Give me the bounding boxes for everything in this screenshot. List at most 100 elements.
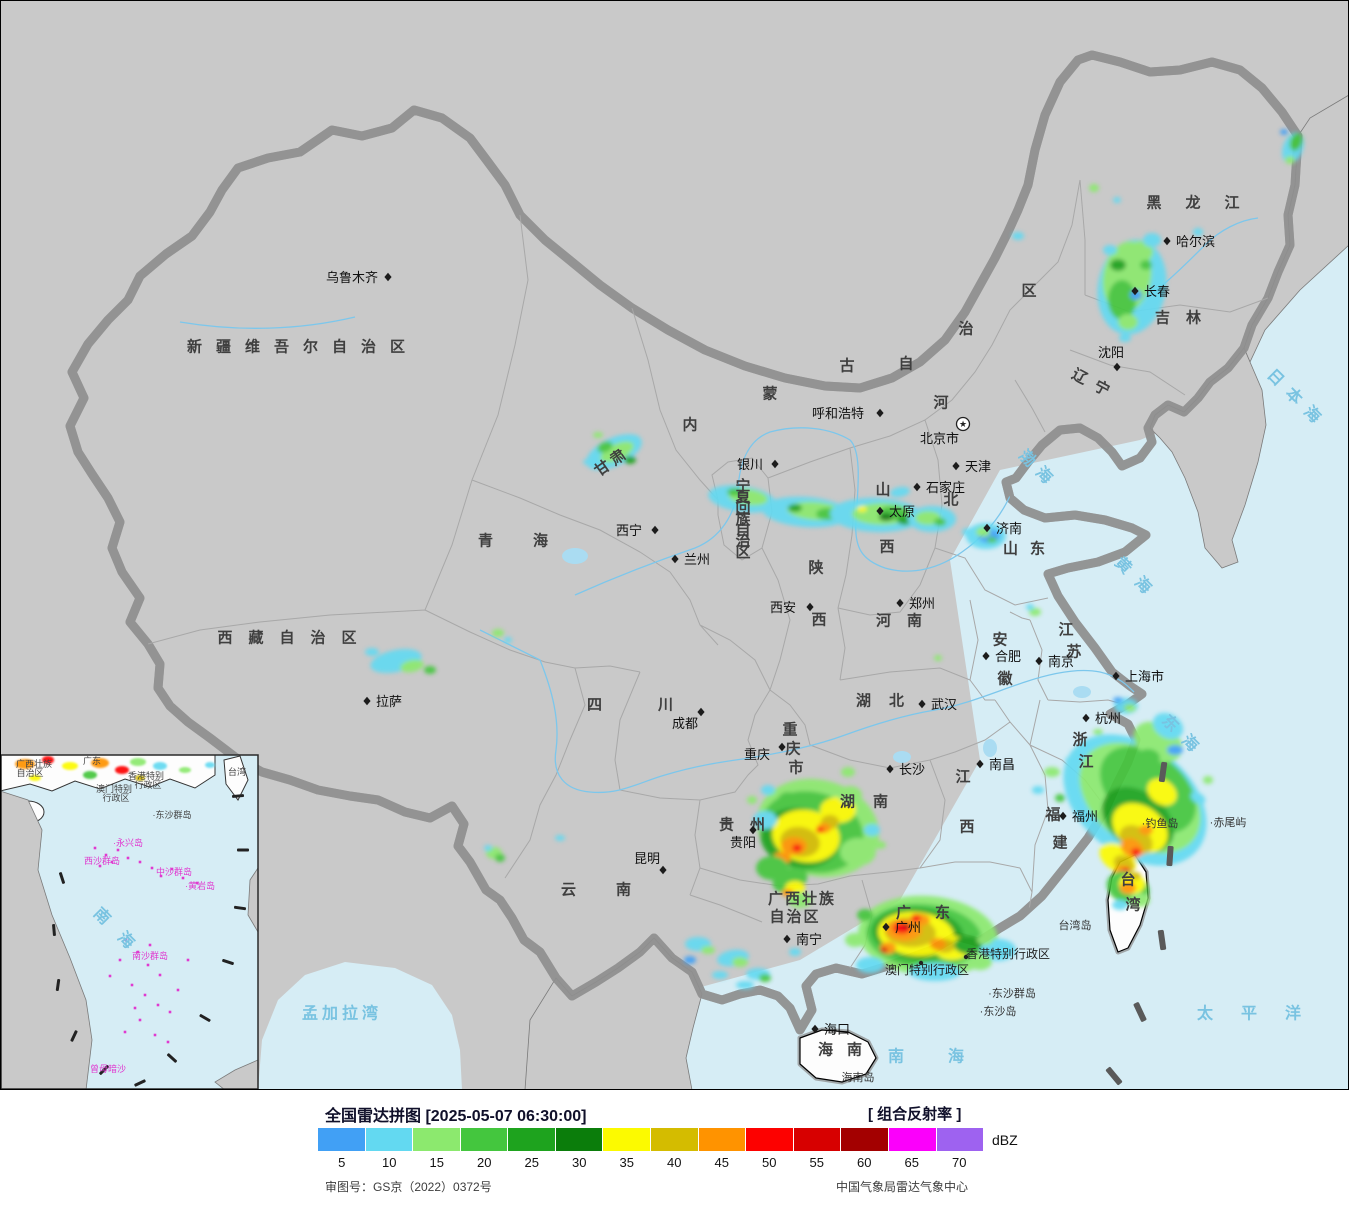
legend-value-50: 50 xyxy=(762,1155,777,1170)
inset-dash-segment xyxy=(99,1065,109,1075)
city-marker-乌鲁木齐 xyxy=(384,272,392,282)
map-label-江: 江 xyxy=(1078,753,1093,771)
legend-value-60: 60 xyxy=(857,1155,872,1170)
map-label-黄岩岛: ·黄岩岛 xyxy=(185,880,215,891)
legend-value-40: 40 xyxy=(667,1155,682,1170)
sar-location-dot xyxy=(918,960,924,966)
city-label-福州: 福州 xyxy=(1072,809,1098,824)
radar-echo-20dbz xyxy=(597,441,613,453)
reef-dot xyxy=(186,958,190,962)
radar-echo-20dbz xyxy=(495,854,505,862)
city-marker-太原 xyxy=(876,506,884,516)
map-label-南海: 南海 xyxy=(888,1047,1008,1066)
radar-echo-10dbz xyxy=(1152,712,1184,740)
reef-dot xyxy=(98,864,102,868)
city-marker-沈阳 xyxy=(1113,362,1121,372)
radar-echo-30dbz xyxy=(879,513,893,521)
radar-echo-layer xyxy=(365,129,1304,989)
radar-echo-25dbz xyxy=(1110,259,1126,271)
map-label-台: 台 xyxy=(1120,871,1135,889)
city-label-南京: 南京 xyxy=(1048,654,1074,669)
map-label-湖南: 湖南 xyxy=(840,793,906,811)
legend-color-40dbz xyxy=(651,1128,699,1151)
inset-radar-echo-10dbz xyxy=(205,762,215,768)
city-marker-济南 xyxy=(983,523,991,533)
map-label-海南: 海南 xyxy=(818,1041,876,1059)
map-label-自治区: 自治区 xyxy=(16,767,43,778)
inset-radar-echo-35dbz xyxy=(62,762,78,770)
radar-echo-20dbz xyxy=(1289,133,1303,151)
reef-dot xyxy=(138,860,142,864)
city-label-长春: 长春 xyxy=(1144,284,1170,299)
radar-echo-10dbz xyxy=(1032,786,1044,794)
city-marker-石家庄 xyxy=(913,482,921,492)
inset-dash-segment xyxy=(222,958,234,966)
radar-echo-15dbz xyxy=(1285,156,1295,164)
radar-echo-10dbz xyxy=(736,981,754,989)
radar-echo-15dbz xyxy=(874,841,886,849)
radar-echo-55dbz xyxy=(880,947,888,953)
radar-echo-15dbz xyxy=(747,796,757,804)
radar-echo-20dbz xyxy=(1108,280,1136,320)
legend-color-5dbz xyxy=(318,1128,366,1151)
radar-echo-25dbz xyxy=(624,456,636,464)
legend-value-5: 5 xyxy=(338,1155,346,1170)
radar-echo-10dbz xyxy=(555,835,565,841)
map-label-广东: 广东 xyxy=(896,904,974,922)
legend-color-65dbz xyxy=(888,1128,937,1151)
map-label-西藏自治区: 西藏自治区 xyxy=(217,629,372,647)
legend-value-10: 10 xyxy=(382,1155,397,1170)
reef-dot xyxy=(133,1006,137,1010)
reef-dot xyxy=(176,988,180,992)
map-label-福: 福 xyxy=(1044,806,1060,824)
city-label-上海市: 上海市 xyxy=(1125,669,1164,684)
map-label-河: 河 xyxy=(933,394,948,412)
radar-echo-25dbz xyxy=(788,504,802,512)
radar-echo-10dbz xyxy=(1104,737,1112,743)
map-label-孟加拉湾: 孟加拉湾 xyxy=(302,1004,382,1023)
inset-dash-segment xyxy=(70,1030,78,1042)
legend-approval-number: 审图号：GS京（2022）0372号 xyxy=(325,1180,492,1194)
map-label-行政区: 行政区 xyxy=(134,779,161,790)
nine-dash-segment xyxy=(1133,1002,1147,1022)
legend-product-label: [ 组合反射率 ] xyxy=(868,1106,962,1123)
radar-echo-35dbz xyxy=(1147,778,1177,806)
map-label-浙: 浙 xyxy=(1072,731,1087,749)
city-marker-合肥 xyxy=(982,651,990,661)
map-label-行政区: 行政区 xyxy=(102,792,129,803)
map-label-新疆维吾尔自治区: 新疆维吾尔自治区 xyxy=(187,338,419,356)
map-label-西: 西 xyxy=(811,612,826,629)
city-marker-福州 xyxy=(1059,811,1067,821)
inset-radar-echo-40dbz xyxy=(135,775,145,781)
city-marker-兰州 xyxy=(671,554,679,564)
city-marker-重庆 xyxy=(778,742,786,752)
inset-dash-segment xyxy=(134,1079,146,1087)
inset-radar-echo-45dbz xyxy=(91,758,109,768)
radar-echo-20dbz xyxy=(1055,794,1065,802)
city-marker-长沙 xyxy=(886,764,894,774)
radar-echo-15dbz xyxy=(1044,767,1060,777)
legend-color-30dbz xyxy=(555,1128,604,1151)
map-label-广东: 广东 xyxy=(83,755,101,766)
map-label-南沙群岛: 南沙群岛 xyxy=(132,950,168,961)
map-label-徽: 徽 xyxy=(996,670,1013,688)
inset-dash-segment xyxy=(237,848,249,852)
radar-echo-45dbz xyxy=(930,938,946,950)
legend-value-15: 15 xyxy=(429,1155,444,1170)
map-label-安: 安 xyxy=(992,631,1007,649)
map-label-香港特别: 香港特别 xyxy=(128,770,164,781)
inset-dash-segment xyxy=(233,905,247,911)
radar-echo-50dbz xyxy=(1131,848,1141,856)
radar-echo-40dbz xyxy=(1129,872,1141,880)
map-label-区: 区 xyxy=(1021,283,1036,300)
radar-echo-20dbz xyxy=(934,518,946,526)
map-label-太平洋: 太平洋 xyxy=(1196,1004,1329,1023)
map-label-西: 西 xyxy=(879,539,894,556)
reef-dot xyxy=(110,860,114,864)
map-label-重: 重 xyxy=(782,721,797,739)
legend-value-55: 55 xyxy=(809,1155,824,1170)
reef-dot xyxy=(126,856,130,860)
city-label-杭州: 杭州 xyxy=(1095,711,1121,726)
radar-echo-15dbz xyxy=(1089,184,1099,192)
